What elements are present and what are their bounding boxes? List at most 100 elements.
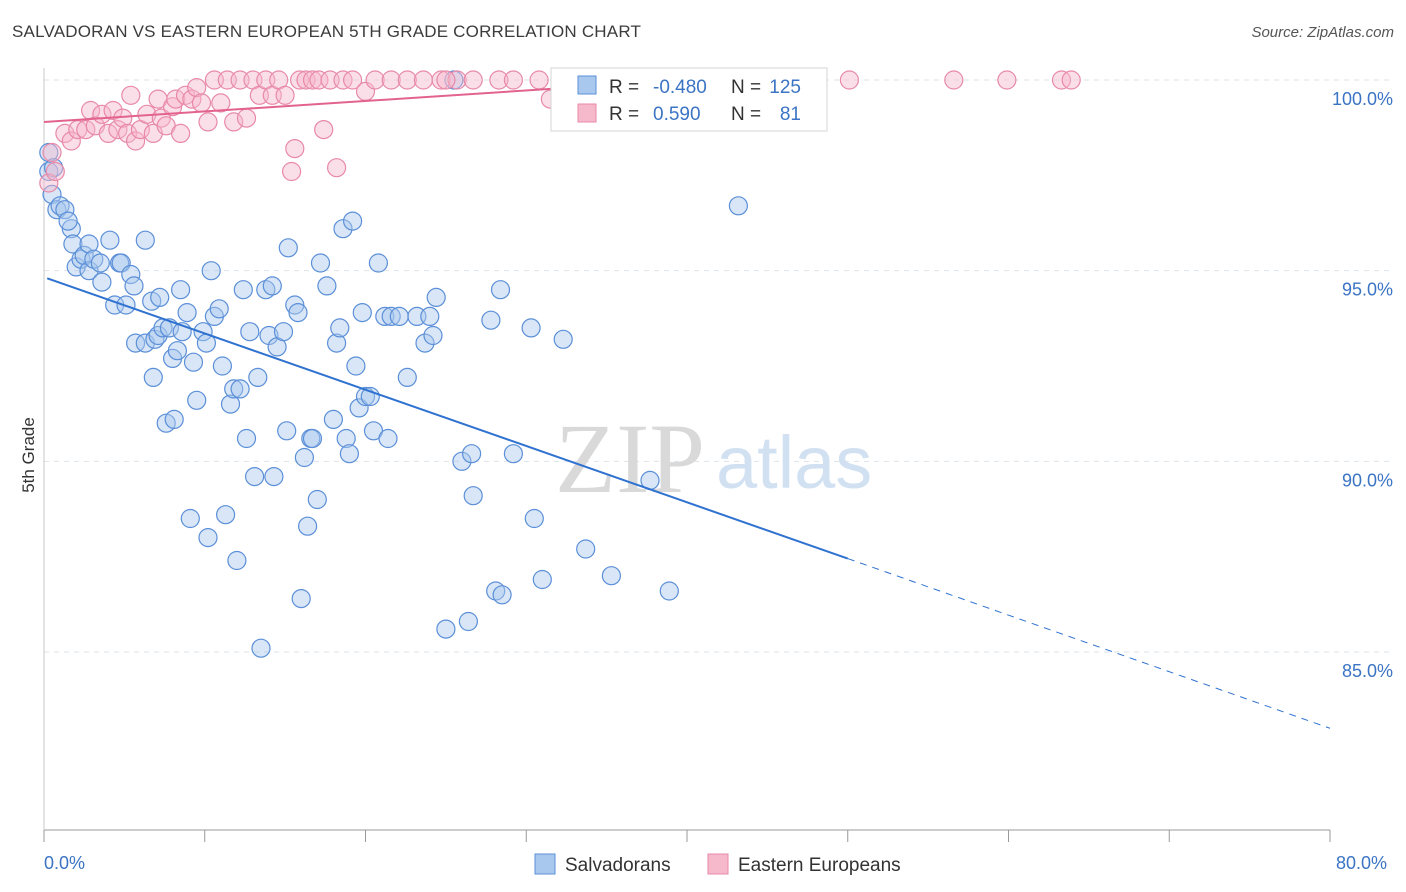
x-ticks [43,830,1331,842]
eastern-european-point-80 [436,70,456,90]
salvadoran-point-63 [262,276,282,296]
salvadoran-point-103 [436,619,456,639]
y-axis-label: 5th Grade [19,417,38,493]
salvadoran-point-11 [79,234,99,254]
eastern-european-point-53 [343,70,363,90]
salvadoran-point-85 [343,211,363,231]
legend-box: R = -0.480 N = 125 R = 0.590 N = 81 [550,67,828,132]
salvadoran-point-27 [143,367,163,387]
eastern-european-point-59 [431,70,451,90]
eastern-european-point-78 [1061,70,1081,90]
salvadorans-trend-extension [847,558,1331,729]
y-tick-label-100: 100.0% [1332,89,1393,109]
salvadoran-point-66 [273,322,294,342]
y-tick-label-85: 85.0% [1342,661,1393,681]
salvadoran-point-57 [240,322,260,342]
eastern-european-point-24 [166,89,186,109]
salvadoran-point-45 [198,527,218,548]
salvadoran-point-82 [333,219,353,239]
bottom-legend-label-salvadorans: Salvadorans [565,855,671,876]
eastern-european-point-1 [42,142,62,163]
salvadorans-trend-line [46,277,849,560]
salvadoran-point-77 [310,253,331,273]
salvadoran-point-92 [368,253,388,273]
salvadoran-point-24 [135,230,155,250]
legend-swatch-eastern-europeans [577,103,597,123]
chart-source: Source: ZipAtlas.com [1251,24,1394,41]
eastern-european-point-10 [98,123,118,143]
legend-background [550,67,828,132]
salvadoran-point-102 [426,287,446,307]
eastern-european-point-51 [327,158,347,178]
salvadoran-point-36 [167,341,187,361]
salvadoran-point-115 [524,508,544,529]
salvadoran-point-118 [576,539,596,559]
salvadoran-point-21 [121,264,141,285]
eastern-european-point-77 [1051,70,1072,90]
eastern-european-point-57 [397,70,417,90]
eastern-european-point-56 [381,70,401,90]
salvadoran-point-43 [193,322,213,342]
chart-title: SALVADORAN VS EASTERN EUROPEAN 5TH GRADE… [12,22,642,41]
salvadoran-point-108 [463,486,483,506]
legend-n-value-1: 125 [769,77,801,98]
eastern-european-point-44 [285,139,305,159]
eastern-european-point-6 [76,120,96,140]
eastern-european-point-42 [275,85,295,105]
eastern-european-point-43 [282,161,302,182]
y-tick-labels: 85.0% 90.0% 95.0% 100.0% [1332,89,1393,681]
salvadoran-point-76 [307,489,327,510]
salvadoran-point-80 [327,333,347,353]
grid-lines [44,79,1392,653]
eastern-european-point-48 [309,70,329,90]
series-salvadorans-points [39,70,749,658]
eastern-european-point-55 [365,70,385,90]
salvadoran-point-83 [336,428,356,449]
watermark-zip: ZIP [555,403,705,514]
eastern-european-point-36 [236,108,257,128]
salvadoran-point-95 [381,306,401,326]
salvadoran-point-111 [490,280,511,300]
salvadoran-point-30 [150,287,170,307]
salvadoran-point-53 [227,550,247,571]
salvadoran-point-112 [492,585,512,605]
salvadoran-point-10 [74,245,94,265]
eastern-european-point-27 [182,89,202,109]
salvadoran-point-97 [397,367,417,387]
salvadoran-point-40 [180,508,200,529]
salvadoran-point-79 [323,409,343,429]
salvadoran-point-64 [264,467,284,487]
eastern-european-point-32 [211,93,231,113]
salvadoran-point-84 [339,444,359,464]
eastern-european-point-34 [224,112,244,132]
eastern-european-point-25 [171,123,191,143]
legend-r-value-2: 0.590 [653,104,701,125]
salvadoran-point-23 [126,333,146,353]
legend-r-value-1: -0.480 [653,77,707,98]
salvadoran-point-48 [209,299,229,319]
salvadoran-point-59 [248,367,268,387]
eastern-european-point-29 [191,93,212,113]
eastern-european-point-49 [314,120,334,140]
salvadoran-point-7 [63,234,83,254]
legend-r-label-2: R = [609,104,639,125]
salvadoran-point-107 [462,444,482,464]
salvadoran-point-116 [532,569,552,590]
salvadoran-point-56 [236,428,257,449]
salvadoran-point-101 [423,325,443,346]
salvadoran-point-87 [349,398,369,418]
salvadoran-point-75 [302,428,323,449]
salvadoran-point-70 [288,303,308,323]
salvadoran-point-5 [55,200,75,220]
salvadoran-point-46 [201,261,221,281]
salvadoran-point-93 [375,306,395,326]
salvadoran-point-52 [224,379,244,399]
eastern-european-point-16 [126,131,146,151]
salvadoran-point-117 [553,329,573,349]
legend-n-value-2: 81 [780,104,801,125]
salvadoran-point-100 [420,306,440,326]
salvadoran-point-121 [659,581,679,601]
bottom-legend-swatch-salvadorans [534,853,556,875]
salvadoran-point-16 [100,230,120,250]
salvadoran-point-58 [245,467,265,487]
